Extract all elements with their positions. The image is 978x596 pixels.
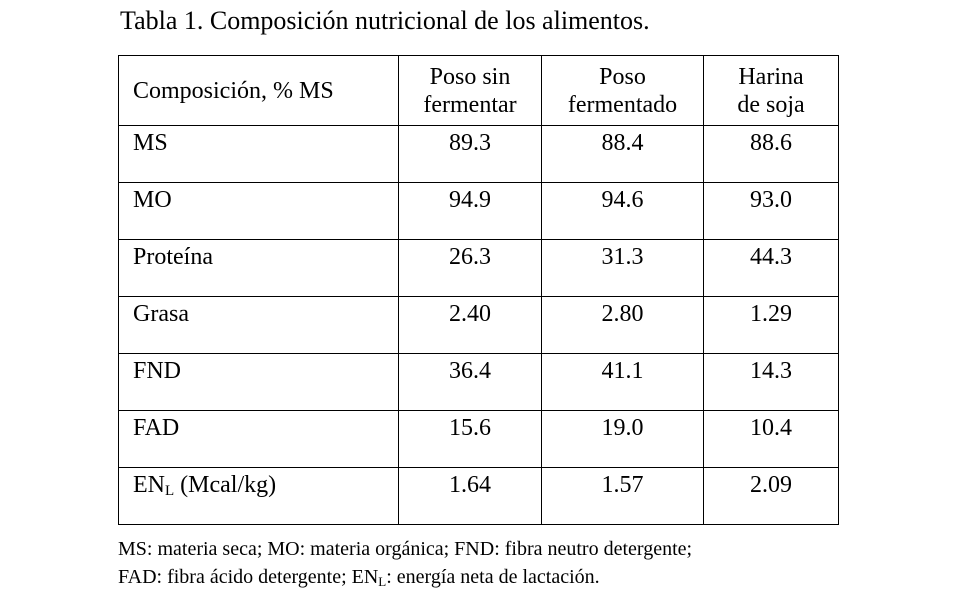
footnote-line: FAD: fibra ácido detergente; ENL: energí… (118, 563, 692, 591)
cell: 89.3 (398, 125, 542, 183)
cell: 31.3 (541, 239, 704, 297)
table-row: MO 94.9 94.6 93.0 (118, 182, 839, 240)
header-line: Poso (599, 63, 646, 90)
subscript: L (165, 483, 175, 499)
text: MS (133, 130, 168, 156)
table-row: MS 89.3 88.4 88.6 (118, 125, 839, 183)
text: MS: materia seca; MO: materia orgánica; … (118, 538, 693, 560)
table-title: Tabla 1. Composición nutricional de los … (120, 6, 650, 35)
column-header: Composición, % MS (118, 55, 399, 126)
header-line: de soja (737, 91, 805, 118)
cell: 36.4 (398, 353, 542, 411)
table-row: Grasa 2.40 2.80 1.29 (118, 296, 839, 354)
header-line: fermentar (423, 91, 517, 118)
footnote: MS: materia seca; MO: materia orgánica; … (118, 535, 692, 591)
text: EN (133, 472, 165, 498)
cell: 1.29 (703, 296, 839, 354)
cell: 41.1 (541, 353, 704, 411)
row-label: MS (118, 125, 399, 183)
cell: 10.4 (703, 410, 839, 468)
row-label: MO (118, 182, 399, 240)
text: MO (133, 187, 172, 213)
row-label: FND (118, 353, 399, 411)
cell: 15.6 (398, 410, 542, 468)
row-label: ENL (Mcal/kg) (118, 467, 399, 525)
text: Proteína (133, 244, 213, 270)
column-header: Poso sin fermentar (398, 55, 542, 126)
cell: 2.80 (541, 296, 704, 354)
table-body: MS 89.3 88.4 88.6 MO 94.9 94.6 93.0 Proteína 26.3… (118, 125, 839, 525)
table-row: Proteína 26.3 31.3 44.3 (118, 239, 839, 297)
header-line: Harina (738, 63, 804, 90)
text: Grasa (133, 301, 189, 327)
text: FAD (133, 415, 180, 441)
cell: 2.40 (398, 296, 542, 354)
header-line: Poso sin (429, 63, 511, 90)
cell: 1.57 (541, 467, 704, 525)
table-row: FND 36.4 41.1 14.3 (118, 353, 839, 411)
cell: 14.3 (703, 353, 839, 411)
column-header: Harina de soja (703, 55, 839, 126)
cell: 88.6 (703, 125, 839, 183)
cell: 88.4 (541, 125, 704, 183)
text: FAD: fibra ácido detergente; EN (118, 566, 379, 588)
footnote-line: MS: materia seca; MO: materia orgánica; … (118, 535, 692, 563)
text: (Mcal/kg) (174, 472, 277, 498)
cell: 93.0 (703, 182, 839, 240)
cell: 26.3 (398, 239, 542, 297)
column-header: Poso fermentado (541, 55, 704, 126)
header-line: fermentado (567, 91, 678, 118)
row-label: FAD (118, 410, 399, 468)
table-row: FAD 15.6 19.0 10.4 (118, 410, 839, 468)
subscript: L (378, 574, 387, 589)
cell: 2.09 (703, 467, 839, 525)
text: : energía neta de lactación. (386, 566, 600, 588)
cell: 1.64 (398, 467, 542, 525)
nutrition-table: Composición, % MS Poso sin fermentar Poso fe… (118, 55, 839, 525)
header-row: Composición, % MS Poso sin fermentar Poso fe… (118, 55, 839, 126)
cell: 94.6 (541, 182, 704, 240)
cell: 19.0 (541, 410, 704, 468)
cell: 94.9 (398, 182, 542, 240)
cell: 44.3 (703, 239, 839, 297)
text: FND (133, 358, 182, 384)
header-line: Composición, % MS (133, 77, 334, 104)
table-row: ENL (Mcal/kg) 1.64 1.57 2.09 (118, 467, 839, 525)
row-label: Grasa (118, 296, 399, 354)
row-label: Proteína (118, 239, 399, 297)
